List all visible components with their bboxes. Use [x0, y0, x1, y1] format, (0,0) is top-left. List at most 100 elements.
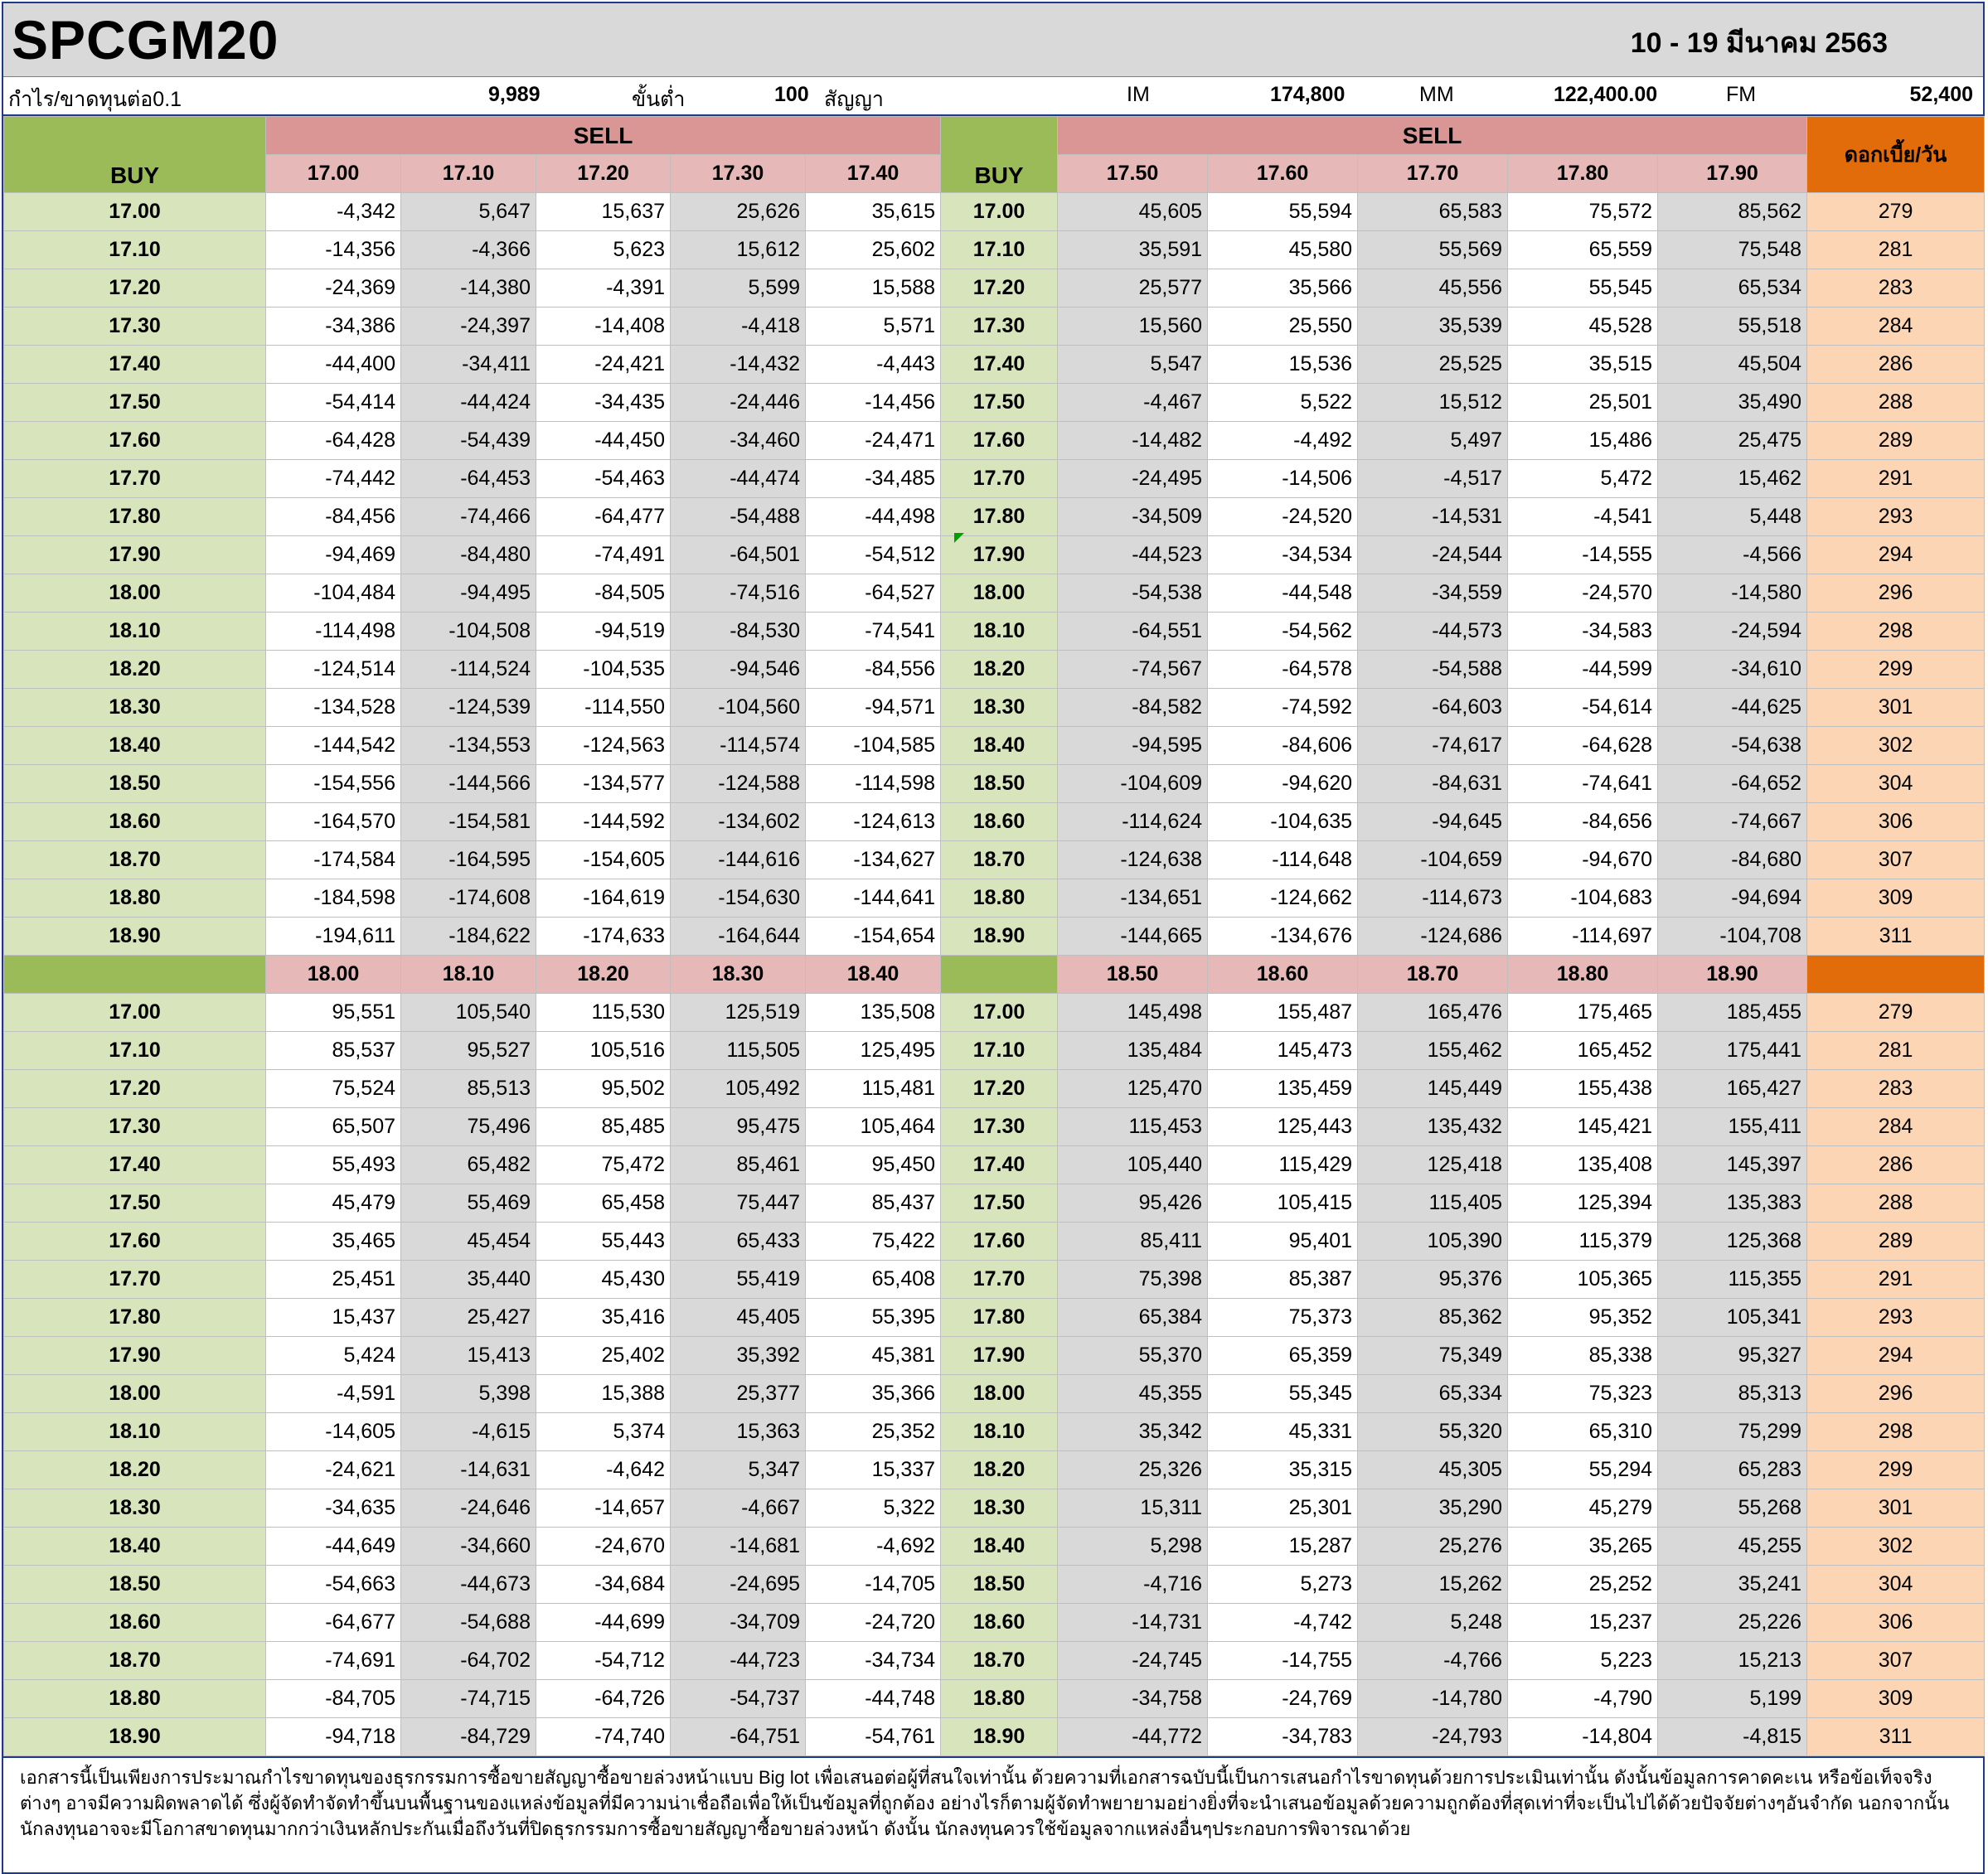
pnl-cell: 65,334: [1357, 1374, 1509, 1413]
pnl-cell: -4,815: [1657, 1717, 1808, 1756]
pnl-cell: 5,398: [400, 1374, 536, 1413]
pnl-cell: 5,571: [804, 307, 942, 346]
date-range: 10 - 19 มีนาคม 2563: [1630, 27, 1888, 59]
pnl-cell: 35,465: [265, 1222, 401, 1261]
pnl-cell: 35,615: [804, 192, 942, 231]
pnl-cell: 125,394: [1507, 1184, 1659, 1223]
pnl-cell: 175,441: [1657, 1031, 1808, 1070]
pnl-cell: 35,416: [536, 1298, 671, 1337]
pnl-cell: -74,740: [536, 1717, 671, 1756]
pnl-cell: 85,461: [670, 1145, 806, 1184]
pnl-cell: -104,683: [1507, 879, 1659, 918]
pnl-cell: -64,726: [536, 1679, 671, 1718]
interest-cell: 296: [1806, 1374, 1986, 1413]
sell-price-header: 18.70: [1357, 955, 1509, 994]
table-row: 17.00 95,551 105,540 115,530 125,519 135,508 1…: [3, 993, 1986, 1032]
pnl-cell: -64,751: [670, 1717, 806, 1756]
buy-price-cell: 18.70: [940, 1641, 1059, 1680]
interest-cell: 307: [1806, 840, 1986, 879]
pnl-cell: -124,539: [400, 688, 536, 727]
pnl-cell: -84,656: [1507, 802, 1659, 841]
pnl-cell: 65,408: [804, 1260, 942, 1299]
buy-price-cell: 17.30: [940, 307, 1059, 346]
interest-cell: 302: [1806, 1527, 1986, 1566]
pnl-cell: -164,570: [265, 802, 401, 841]
table-row: 18.80 -184,598 -174,608 -164,619 -154,630 -14…: [3, 879, 1986, 918]
pnl-cell: -34,684: [536, 1565, 671, 1604]
table-row: 18.20 -124,514 -114,524 -104,535 -94,546 -84,…: [3, 650, 1986, 689]
pnl-cell: 115,405: [1357, 1184, 1509, 1223]
pnl-cell: -14,506: [1207, 459, 1359, 498]
pnl-cell: -14,456: [804, 383, 942, 422]
pnl-cell: -44,450: [536, 421, 671, 460]
pnl-cell: -4,366: [400, 230, 536, 269]
pnl-cell: 45,556: [1357, 269, 1509, 307]
interest-cell: 281: [1806, 1031, 1986, 1070]
buy-price-cell: 17.10: [940, 1031, 1059, 1070]
pnl-cell: 45,504: [1657, 345, 1808, 384]
pnl-cell: 75,422: [804, 1222, 942, 1261]
pnl-cell: -104,560: [670, 688, 806, 727]
pnl-cell: 5,374: [536, 1412, 671, 1451]
pnl-cell: -84,705: [265, 1679, 401, 1718]
table-row: 18.40 -144,542 -134,553 -124,563 -114,574 -10…: [3, 726, 1986, 765]
buy-price-cell: 18.80: [940, 1679, 1059, 1718]
sell-header-left: SELL: [264, 116, 942, 155]
interest-cell: 288: [1806, 1184, 1986, 1223]
sell-price-header: 17.00: [265, 154, 401, 193]
buy-price-cell: 17.60: [940, 421, 1059, 460]
pnl-cell: 95,475: [670, 1107, 806, 1146]
buy-price-cell: 17.80: [940, 1298, 1059, 1337]
table-row: 18.60 -64,677 -54,688 -44,699 -34,709 -24,720…: [3, 1603, 1986, 1642]
pnl-cell: 5,647: [400, 192, 536, 231]
pnl-cell: -74,567: [1057, 650, 1209, 689]
pnl-cell: -134,602: [670, 802, 806, 841]
buy-price-cell: 17.90: [940, 1336, 1059, 1375]
pnl-cell: 45,305: [1357, 1450, 1509, 1489]
interest-cell: 288: [1806, 383, 1986, 422]
buy-price-cell: 17.80: [3, 1298, 266, 1337]
pnl-cell: 35,342: [1057, 1412, 1209, 1451]
pnl-cell: -44,772: [1057, 1717, 1209, 1756]
info-row: กำไร/ขาดทุนต่อ0.1 9,989 ขั้นต่ำ 100 สัญญ…: [3, 77, 1983, 116]
buy-price-cell: 18.30: [940, 1489, 1059, 1528]
pnl-cell: 135,432: [1357, 1107, 1509, 1146]
pnl-cell: -44,649: [265, 1527, 401, 1566]
pnl-cell: 145,397: [1657, 1145, 1808, 1184]
pnl-cell: -34,610: [1657, 650, 1808, 689]
interest-cell: 298: [1806, 1412, 1986, 1451]
pnl-cell: 25,352: [804, 1412, 942, 1451]
pnl-cell: -124,613: [804, 802, 942, 841]
pnl-cell: 5,497: [1357, 421, 1509, 460]
pnl-cell: 55,469: [400, 1184, 536, 1223]
pnl-cell: -34,534: [1207, 535, 1359, 574]
sell-price-header: 17.80: [1507, 154, 1659, 193]
pnl-cell: -104,585: [804, 726, 942, 765]
pnl-cell: 85,362: [1357, 1298, 1509, 1337]
pnl-cell: 75,299: [1657, 1412, 1808, 1451]
buy-price-cell: 17.50: [3, 383, 266, 422]
buy-price-cell: 18.40: [940, 726, 1059, 765]
pnl-cell: -154,581: [400, 802, 536, 841]
table-row: 17.20 75,524 85,513 95,502 105,492 115,481 17.…: [3, 1069, 1986, 1108]
buy-price-cell: 17.00: [3, 993, 266, 1032]
pnl-cell: 155,438: [1507, 1069, 1659, 1108]
pnl-cell: -74,442: [265, 459, 401, 498]
pnl-cell: 25,451: [265, 1260, 401, 1299]
pnl-cell: -64,652: [1657, 764, 1808, 803]
table-row: 18.00 -4,591 5,398 15,388 25,377 35,366 18.00 4…: [3, 1374, 1986, 1413]
pnl-cell: 55,294: [1507, 1450, 1659, 1489]
pnl-cell: -64,428: [265, 421, 401, 460]
pnl-cell: -14,731: [1057, 1603, 1209, 1642]
pnl-cell: -34,435: [536, 383, 671, 422]
pnl-cell: -104,708: [1657, 917, 1808, 956]
pnl-cell: -24,544: [1357, 535, 1509, 574]
interest-cell: 283: [1806, 1069, 1986, 1108]
sell-price-header: 17.40: [804, 154, 942, 193]
pnl-cell: -64,628: [1507, 726, 1659, 765]
pnl-cell: 15,213: [1657, 1641, 1808, 1680]
table-row: 17.00 -4,342 5,647 15,637 25,626 35,615 17.00 4…: [3, 192, 1986, 231]
table-row: 18.90 -94,718 -84,729 -74,740 -64,751 -54,761…: [3, 1717, 1986, 1756]
contract-code: SPCGM20: [12, 9, 279, 70]
pnl-cell: 55,443: [536, 1222, 671, 1261]
